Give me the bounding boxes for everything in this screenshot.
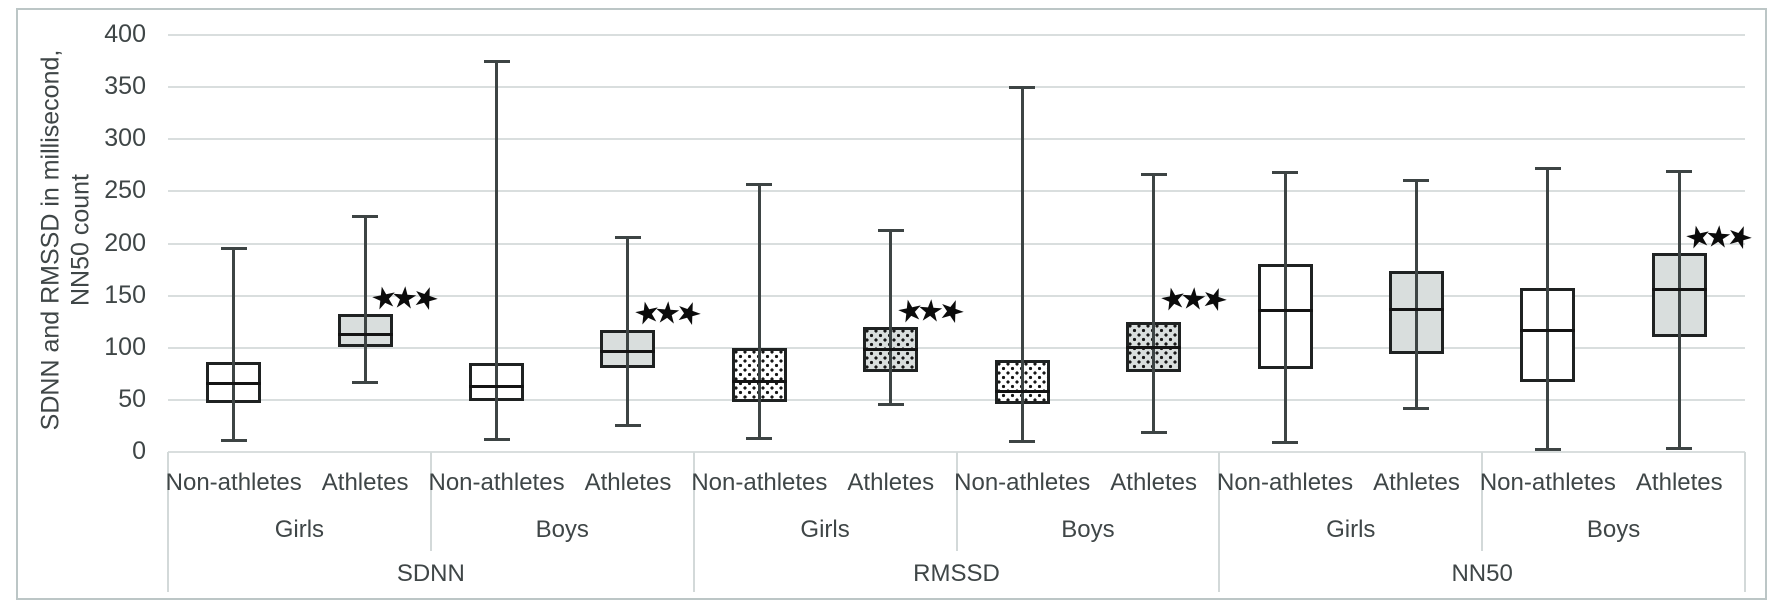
box-whisker bbox=[1283, 172, 1287, 443]
median-line bbox=[863, 348, 919, 352]
category-label-gender: Boys bbox=[1586, 516, 1641, 543]
axis-table-line bbox=[692, 452, 695, 592]
whisker-cap bbox=[614, 235, 641, 239]
category-label-gender: Girls bbox=[800, 516, 850, 543]
y-tick-label: 300 bbox=[104, 124, 146, 153]
whisker-cap bbox=[1534, 166, 1561, 170]
category-label-athlete-status: Non-athletes bbox=[1479, 469, 1616, 496]
box-whisker bbox=[1546, 168, 1550, 450]
whisker-cap bbox=[746, 436, 773, 440]
category-label-athlete-status: Non-athletes bbox=[691, 469, 828, 496]
category-label-athlete-status: Non-athletes bbox=[428, 469, 565, 496]
median-line bbox=[1651, 287, 1707, 291]
box-whisker bbox=[363, 216, 367, 383]
category-label-athlete-status: Athletes bbox=[1373, 469, 1460, 496]
whisker-cap bbox=[1140, 173, 1167, 177]
category-label-athlete-status: Athletes bbox=[584, 469, 672, 496]
box-whisker bbox=[626, 237, 630, 426]
y-tick-label: 400 bbox=[104, 20, 146, 48]
category-label-athlete-status: Athletes bbox=[321, 469, 409, 496]
median-line bbox=[206, 381, 262, 385]
gridline bbox=[168, 138, 1745, 141]
axis-table-line bbox=[955, 452, 958, 551]
whisker-cap bbox=[877, 402, 904, 406]
median-line bbox=[1126, 346, 1182, 350]
box-whisker bbox=[232, 248, 236, 441]
box-whisker bbox=[1152, 174, 1156, 433]
whisker-cap bbox=[1666, 447, 1693, 451]
whisker-cap bbox=[614, 424, 641, 428]
median-line bbox=[731, 379, 787, 383]
gridline bbox=[168, 398, 1745, 401]
y-tick-label: 0 bbox=[132, 437, 146, 465]
category-label-athlete-status: Athletes bbox=[1110, 469, 1197, 496]
box-whisker bbox=[1677, 171, 1681, 449]
median-line bbox=[1388, 307, 1444, 311]
box-whisker bbox=[757, 184, 761, 439]
whisker-cap bbox=[1140, 430, 1167, 434]
box-whisker bbox=[495, 61, 499, 440]
whisker-cap bbox=[1403, 179, 1430, 183]
gridline bbox=[168, 346, 1745, 349]
whisker-cap bbox=[1272, 171, 1299, 175]
category-label-gender: Girls bbox=[1326, 516, 1376, 543]
axis-table-line bbox=[1218, 452, 1221, 592]
category-label-gender: Boys bbox=[1061, 516, 1115, 543]
gridline bbox=[168, 86, 1745, 89]
whisker-cap bbox=[746, 182, 773, 186]
gridline bbox=[168, 190, 1745, 193]
category-label-athlete-status: Non-athletes bbox=[1216, 469, 1354, 496]
whisker-cap bbox=[220, 439, 247, 443]
whisker-cap bbox=[483, 59, 510, 63]
median-line bbox=[337, 332, 393, 336]
y-tick-label: 150 bbox=[104, 280, 146, 309]
whisker-cap bbox=[483, 437, 510, 441]
whisker-cap bbox=[1272, 441, 1299, 445]
median-line bbox=[1520, 328, 1576, 332]
axis-table-line bbox=[1481, 452, 1484, 551]
whisker-cap bbox=[220, 247, 247, 251]
whisker-cap bbox=[352, 214, 379, 218]
y-tick-label: 250 bbox=[104, 176, 146, 205]
category-label-gender: Girls bbox=[274, 516, 325, 543]
whisker-cap bbox=[1403, 406, 1430, 410]
axis-table-line bbox=[429, 452, 432, 551]
median-line bbox=[994, 390, 1050, 394]
category-label-athlete-status: Non-athletes bbox=[954, 469, 1091, 496]
category-label-athlete-status: Non-athletes bbox=[165, 469, 302, 496]
gridline bbox=[168, 34, 1745, 36]
median-line bbox=[1257, 308, 1313, 312]
median-line bbox=[600, 350, 656, 354]
whisker-cap bbox=[1009, 440, 1036, 444]
gridline bbox=[168, 294, 1745, 297]
category-label-section: SDNN bbox=[396, 560, 465, 587]
axis-table-line bbox=[1744, 452, 1746, 592]
gridline bbox=[168, 242, 1745, 245]
box-whisker bbox=[1414, 180, 1418, 409]
median-line bbox=[469, 384, 525, 388]
category-label-gender: Boys bbox=[535, 516, 589, 543]
whisker-cap bbox=[352, 380, 379, 384]
box-whisker bbox=[1020, 87, 1024, 442]
box-whisker bbox=[889, 230, 893, 405]
category-label-section: RMSSD bbox=[913, 560, 1000, 587]
axis-table-line bbox=[167, 452, 169, 592]
whisker-cap bbox=[877, 229, 904, 233]
y-tick-label: 100 bbox=[104, 332, 146, 361]
whisker-cap bbox=[1666, 170, 1693, 174]
whisker-cap bbox=[1009, 85, 1036, 89]
whisker-cap bbox=[1534, 448, 1561, 452]
category-label-section: NN50 bbox=[1451, 560, 1513, 587]
category-label-athlete-status: Athletes bbox=[1635, 469, 1723, 496]
y-tick-label: 200 bbox=[104, 228, 146, 257]
y-axis-title-line1: SDNN and RMSSD in millisecond, bbox=[36, 49, 64, 431]
category-label-athlete-status: Athletes bbox=[847, 469, 935, 496]
y-tick-label: 50 bbox=[118, 384, 146, 413]
y-tick-label: 350 bbox=[104, 72, 146, 101]
